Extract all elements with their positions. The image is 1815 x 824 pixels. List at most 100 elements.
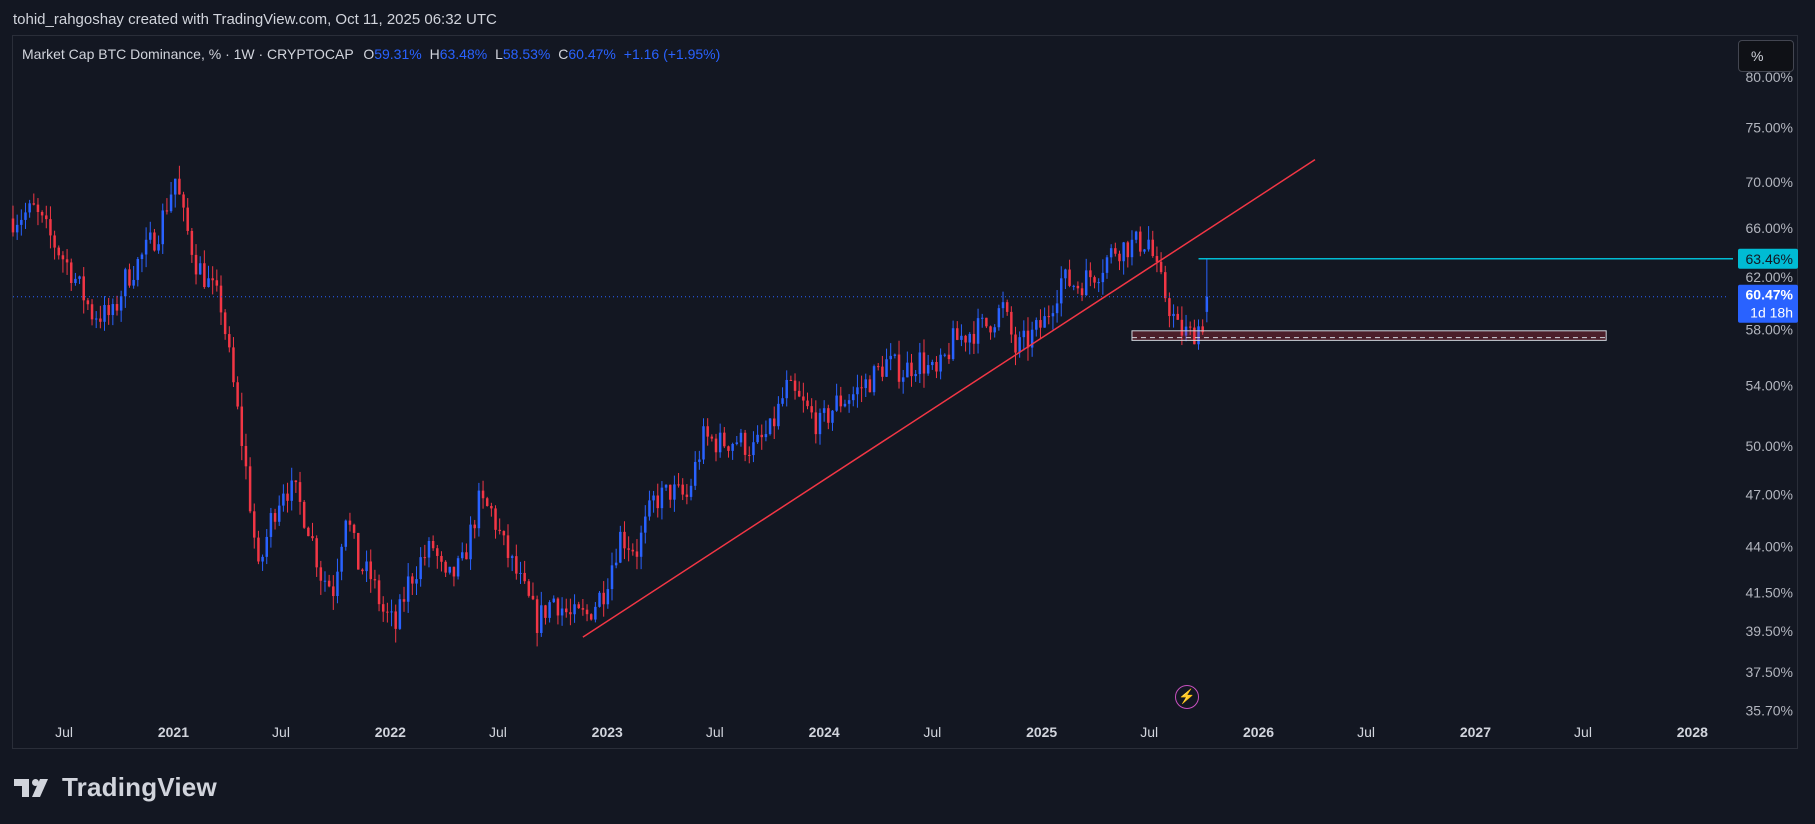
percent-scale-button[interactable]: %: [1738, 40, 1794, 72]
legend-close-value: 60.47%: [568, 46, 616, 62]
candle-body: [253, 511, 256, 538]
candle-body: [1155, 256, 1159, 262]
candle-body: [136, 259, 140, 280]
candle-body: [282, 493, 285, 506]
chart-canvas[interactable]: 80.00% 75.00% 70.00% 66.00% 62.00% 58.00% 54.0…: [0, 0, 1815, 752]
candle-body: [752, 442, 755, 456]
candle-body: [1172, 313, 1175, 317]
candle-body: [644, 516, 647, 533]
candle-body: [144, 239, 148, 255]
candle-body: [564, 608, 568, 613]
tradingview-brand[interactable]: TradingView: [14, 772, 217, 803]
candle-body: [515, 556, 518, 574]
candle-body: [589, 614, 593, 620]
x-tick-label: 2023: [592, 724, 623, 740]
candle-body: [1114, 248, 1117, 254]
lightning-icon[interactable]: ⚡: [1175, 685, 1199, 709]
candle-body: [731, 443, 734, 451]
candle-body: [847, 400, 851, 404]
last-price-tag: [1738, 284, 1798, 323]
candle-body: [307, 527, 310, 537]
candle-body: [90, 304, 94, 320]
candle-body: [377, 580, 381, 605]
candle-body: [107, 305, 110, 316]
legend-open-label: O: [363, 46, 375, 62]
candle-body: [1005, 302, 1009, 312]
candle-body: [656, 495, 660, 509]
candle-body: [348, 520, 352, 525]
candle-body: [15, 224, 19, 233]
candle-body: [1147, 239, 1150, 250]
legend-high-label: H: [429, 46, 440, 62]
candle-body: [822, 408, 826, 413]
candle-body: [53, 235, 56, 248]
y-tick-label: 37.50%: [1746, 664, 1793, 680]
candle-body: [248, 466, 252, 512]
candle-body: [173, 178, 177, 195]
candle-body: [169, 194, 173, 212]
symbol-legend: Market Cap BTC Dominance, % · 1W · CRYPT…: [22, 46, 720, 62]
x-tick-label: Jul: [272, 724, 290, 740]
candle-body: [835, 395, 838, 411]
candle-body: [365, 561, 368, 572]
candle-body: [668, 484, 672, 500]
legend-low-label: L: [495, 46, 503, 62]
candle-body: [182, 194, 185, 208]
candle-body: [490, 505, 493, 509]
candle-body: [277, 505, 281, 522]
legend-change: +1.16 (+1.95%): [623, 46, 721, 62]
candle-body: [294, 480, 298, 483]
candle-body: [319, 567, 323, 581]
candle-body: [619, 531, 622, 563]
candle-body: [1051, 313, 1055, 317]
top-bar: tohid_rahgoshay created with TradingView…: [0, 0, 1815, 36]
candle-body: [931, 361, 934, 366]
candle-body: [1089, 270, 1092, 278]
candle-body: [951, 328, 955, 360]
candle-body: [103, 305, 106, 322]
candle-body: [124, 269, 127, 297]
candle-body: [149, 232, 152, 240]
candle-body: [1068, 269, 1071, 286]
candle-body: [352, 524, 356, 533]
candle-body: [635, 551, 639, 557]
candle-body: [1180, 319, 1184, 336]
candle-body: [1126, 242, 1130, 258]
candle-body: [244, 445, 248, 467]
candle-body: [1130, 239, 1134, 258]
candle-body: [598, 592, 601, 607]
candle-body: [864, 379, 867, 389]
candle-body: [1018, 337, 1021, 353]
candle-body: [739, 432, 743, 443]
candle-body: [157, 244, 160, 251]
candle-body: [186, 207, 189, 231]
candle-body: [290, 480, 293, 501]
candle-body: [448, 566, 452, 573]
candle-body: [69, 262, 73, 283]
candle-body: [236, 382, 239, 407]
y-tick-label: 75.00%: [1746, 120, 1793, 136]
candle-body: [45, 215, 48, 220]
candle-body: [74, 278, 77, 283]
candle-body: [506, 535, 510, 558]
candle-body: [1201, 326, 1204, 333]
candle-body: [527, 581, 531, 596]
candle-body: [777, 403, 780, 427]
candle-body: [257, 537, 260, 562]
candle-body: [876, 366, 880, 368]
candle-body: [827, 408, 830, 423]
bar-countdown-label: 1d 18h: [1750, 305, 1793, 321]
candle-body: [1064, 269, 1067, 279]
candle-body: [1105, 257, 1109, 273]
candle-body: [1072, 285, 1075, 287]
candle-body: [1039, 320, 1042, 328]
candle-body: [431, 540, 435, 549]
candle-body: [298, 482, 302, 502]
legend-symbol[interactable]: Market Cap BTC Dominance, % · 1W · CRYPT…: [22, 46, 354, 62]
candle-body: [602, 592, 605, 605]
candle-body: [1176, 313, 1179, 320]
candle-body: [906, 362, 909, 378]
candle-body: [406, 576, 410, 602]
candle-body: [423, 557, 427, 559]
candle-body: [985, 317, 988, 327]
